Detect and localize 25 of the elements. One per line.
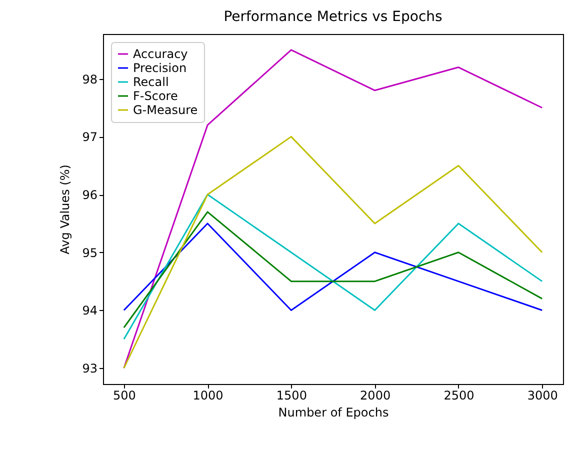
x-axis-title: Number of Epochs xyxy=(278,406,389,420)
y-tick-label: 93 xyxy=(82,362,98,376)
x-tick-label: 2500 xyxy=(444,388,474,402)
x-tick-label: 2000 xyxy=(360,388,391,402)
legend-label: Recall xyxy=(133,75,169,89)
x-tick-label: 1500 xyxy=(276,388,307,402)
legend-label: F-Score xyxy=(133,89,178,103)
line-series xyxy=(123,194,543,340)
line-series xyxy=(123,211,543,328)
legend-label: Precision xyxy=(133,61,187,75)
chart-title: Performance Metrics vs Epochs xyxy=(224,9,442,25)
y-tick-label: 98 xyxy=(82,72,98,86)
line-series xyxy=(123,49,543,369)
y-tick-label: 96 xyxy=(82,188,98,202)
x-tick-label: 1000 xyxy=(192,388,224,402)
y-tick-label: 95 xyxy=(82,246,98,260)
y-axis-title: Avg Values (%) xyxy=(58,164,72,254)
x-tick-label: 500 xyxy=(112,388,136,402)
y-tick-label: 94 xyxy=(82,304,98,318)
legend-label: G-Measure xyxy=(133,103,198,117)
line-series xyxy=(123,222,543,311)
x-tick-label: 3000 xyxy=(527,388,558,402)
y-tick-label: 97 xyxy=(82,130,98,144)
line-series xyxy=(123,136,543,369)
legend-label: Accuracy xyxy=(133,47,188,61)
